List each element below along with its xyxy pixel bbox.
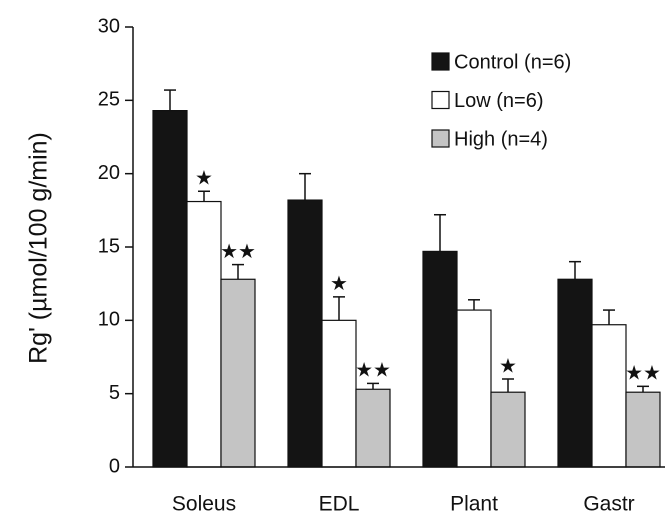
y-tick-label: 15: [98, 235, 120, 257]
y-axis-label: Rg' (µmol/100 g/min): [25, 132, 53, 364]
legend-label: High (n=4): [454, 128, 548, 150]
bar: [490, 391, 526, 468]
bar: [355, 388, 391, 468]
y-tick-label: 20: [98, 162, 120, 184]
bar: [557, 278, 593, 468]
bar: [456, 309, 492, 468]
x-tick-label: Gastr: [583, 493, 634, 516]
x-tick-label: Plant: [450, 493, 498, 516]
bar: [321, 319, 357, 468]
x-tick-label: EDL: [319, 493, 360, 516]
bar: [220, 278, 256, 468]
bar: [186, 200, 222, 468]
significance-label: ★★: [355, 360, 391, 382]
y-tick-label: 25: [98, 89, 120, 111]
bar: [591, 324, 627, 468]
bar: [625, 391, 661, 468]
legend-swatch: [431, 90, 450, 110]
significance-label: ★: [195, 168, 213, 190]
significance-label: ★: [330, 273, 348, 295]
y-tick-label: 0: [109, 455, 120, 477]
y-tick-label: 30: [98, 15, 120, 37]
bar: [422, 250, 458, 468]
significance-label: ★★: [220, 241, 256, 263]
y-tick-label: 10: [98, 309, 120, 331]
bar: [152, 109, 188, 468]
significance-label: ★★: [625, 363, 661, 385]
legend-label: Low (n=6): [454, 90, 544, 112]
y-tick-label: 5: [109, 382, 120, 404]
x-tick-label: Soleus: [172, 493, 236, 516]
legend-swatch: [431, 129, 450, 148]
significance-label: ★: [499, 355, 517, 377]
legend-label: Control (n=6): [454, 51, 571, 73]
legend-swatch: [431, 52, 450, 71]
bar: [287, 199, 323, 468]
